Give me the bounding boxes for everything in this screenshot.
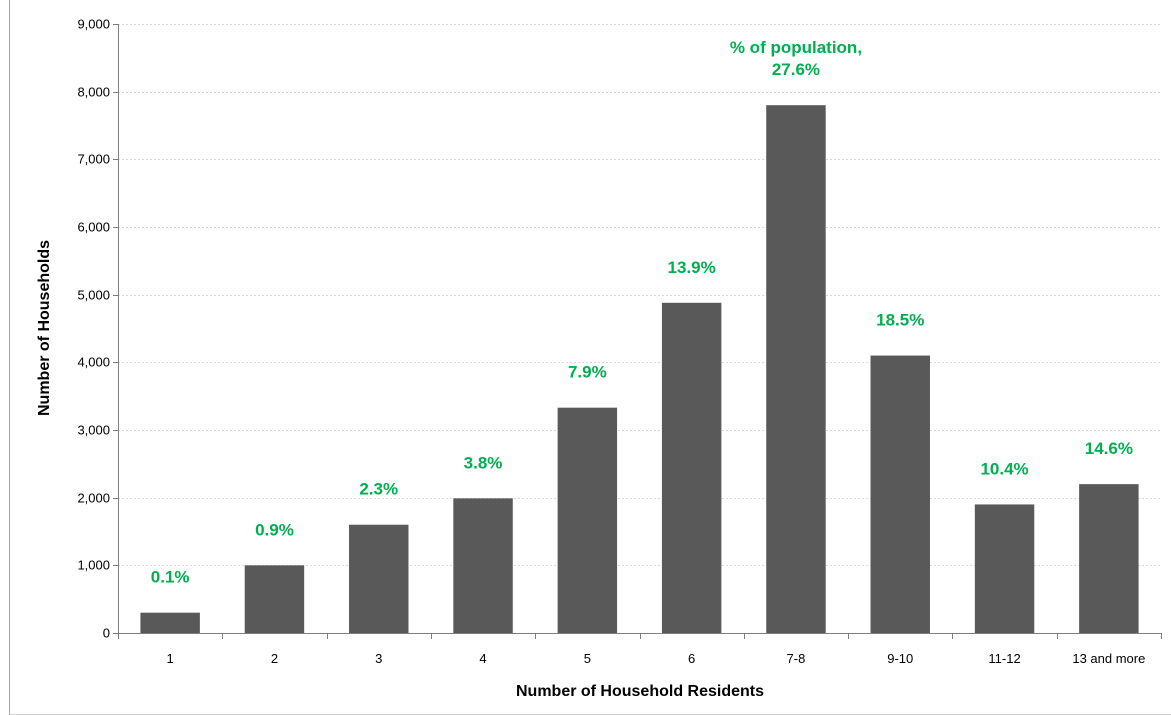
y-tick-label: 8,000	[77, 85, 110, 100]
bar	[766, 105, 826, 633]
chart-frame	[9, 0, 1171, 715]
x-tick-label: 13 and more	[1072, 651, 1145, 666]
gridlines	[118, 24, 1161, 566]
data-label: 2.3%	[359, 480, 398, 499]
bar	[661, 302, 722, 633]
data-label: 13.9%	[668, 258, 716, 277]
y-tick-label: 4,000	[77, 355, 110, 370]
bar	[453, 498, 513, 633]
y-tick-label: 5,000	[77, 288, 110, 303]
x-tick-label: 4	[479, 651, 486, 666]
data-label-prefix: % of population,	[730, 38, 862, 57]
x-axis-title: Number of Household Residents	[516, 683, 764, 700]
data-label: 0.1%	[151, 568, 190, 587]
data-label: 3.8%	[464, 453, 503, 472]
x-tick-label: 9-10	[887, 651, 913, 666]
bar	[1079, 484, 1139, 633]
bar	[974, 504, 1035, 633]
bar	[557, 407, 618, 633]
y-tick-label: 7,000	[77, 152, 110, 167]
y-tick-label: 6,000	[77, 220, 110, 235]
bar	[349, 524, 409, 633]
y-tick-label: 1,000	[77, 558, 110, 573]
x-tick-label: 11-12	[988, 651, 1020, 666]
bar	[140, 612, 200, 633]
data-label: 0.9%	[255, 520, 294, 539]
x-tick-label: 6	[688, 651, 695, 666]
y-tick-label: 3,000	[77, 423, 110, 438]
y-tick-label: 2,000	[77, 491, 110, 506]
x-tick-label: 1	[167, 651, 174, 666]
data-label: 7.9%	[568, 363, 607, 382]
x-tick-label: 5	[584, 651, 591, 666]
data-labels: 0.1% 0.9% 2.3% 3.8% 7.9% 13.9% 27.6% 18.5% 10.4%…	[151, 38, 1133, 587]
data-label: 10.4%	[980, 459, 1028, 478]
bar	[244, 565, 305, 633]
data-label: 18.5%	[876, 311, 924, 330]
x-tick-label: 2	[271, 651, 278, 666]
y-axis-title: Number of Households	[36, 240, 53, 416]
x-tick-label: 7-8	[787, 651, 806, 666]
y-tick-label: 9,000	[77, 17, 110, 32]
data-label: 27.6%	[772, 60, 820, 79]
bars	[140, 105, 1139, 633]
axes: 0 1,000 2,000 3,000 4,000 5,000 6,000 7,000 8,00…	[77, 17, 1162, 666]
data-label: 14.6%	[1085, 439, 1133, 458]
bar	[870, 355, 930, 633]
y-tick-label: 0	[103, 626, 110, 641]
x-tick-label: 3	[375, 651, 382, 666]
